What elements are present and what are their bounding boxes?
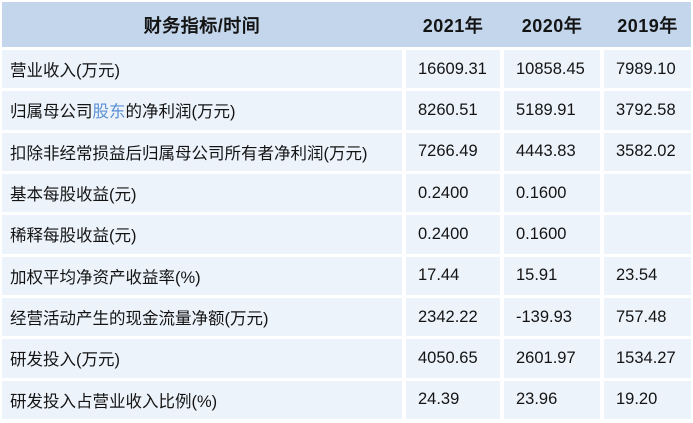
row-label-text: 研发投入占营业收入比例(%) [10,392,218,411]
row-label-text: 研发投入(万元) [10,351,120,370]
value-cell-2019: 19.20 [604,380,691,419]
table-row: 归属母公司 股东 的净利润(万元) 8260.51 5189.91 3792.58 [2,91,691,130]
row-label-text: 稀释每股收益(元) [10,227,137,246]
value-cell-2019 [604,215,691,254]
value-cell-2019: 7989.10 [604,50,691,89]
value-cell-2020: 0.1600 [504,173,600,213]
table-row: 研发投入占营业收入比例(%) 24.39 23.96 19.20 [2,380,691,419]
row-label-cell: 加权平均净资产收益率(%) [2,256,402,295]
value-cell-2019: 3582.02 [604,132,691,171]
row-label-cell: 扣除非经常损益后归属母公司所有者净利润(万元) [2,132,402,171]
value-cell-2020: 4443.83 [504,132,600,171]
value-cell-2019: 23.54 [604,256,691,295]
value-cell-2019: 1534.27 [604,339,691,378]
row-label-cell: 经营活动产生的现金流量净额(万元) [2,297,402,337]
table-row: 基本每股收益(元) 0.2400 0.1600 [2,173,691,213]
value-cell-2021: 0.2400 [406,215,500,254]
value-cell-2021: 24.39 [406,380,500,419]
table-row: 营业收入(万元) 16609.31 10858.45 7989.10 [2,50,691,89]
value-cell-2021: 8260.51 [406,91,500,130]
row-label-cell: 研发投入占营业收入比例(%) [2,380,402,419]
value-cell-2019: 3792.58 [604,91,691,130]
value-cell-2020: 23.96 [504,380,600,419]
value-cell-2021: 7266.49 [406,132,500,171]
row-label-cell: 基本每股收益(元) [2,173,402,213]
row-label-text: 基本每股收益(元) [10,186,137,205]
value-cell-2020: 2601.97 [504,339,600,378]
value-cell-2020: 0.1600 [504,215,600,254]
value-cell-2021: 17.44 [406,256,500,295]
value-cell-2021: 4050.65 [406,339,500,378]
row-label-text: 营业收入(万元) [10,62,120,81]
value-cell-2019 [604,173,691,213]
table-row: 研发投入(万元) 4050.65 2601.97 1534.27 [2,339,691,378]
table-row: 稀释每股收益(元) 0.2400 0.1600 [2,215,691,254]
row-label-text: 扣除非经常损益后归属母公司所有者净利润(万元) [10,144,368,163]
value-cell-2021: 0.2400 [406,173,500,213]
table-body: 营业收入(万元) 16609.31 10858.45 7989.10 归属母公司… [2,50,691,419]
row-label-text: 加权平均净资产收益率(%) [10,268,201,287]
row-label-text: 的净利润(万元) [125,103,236,122]
value-cell-2021: 2342.22 [406,297,500,337]
row-label-cell: 稀释每股收益(元) [2,215,402,254]
table-header-row: 财务指标/时间 2021年 2020年 2019年 [2,2,691,47]
header-cell-2019: 2019年 [617,15,678,36]
stock-keyword-link[interactable]: 股东 [92,103,126,122]
row-label-cell: 营业收入(万元) [2,50,402,89]
table-row: 经营活动产生的现金流量净额(万元) 2342.22 -139.93 757.48 [2,297,691,337]
header-cell-indicator: 财务指标/时间 [143,15,261,36]
row-label-text: 归属母公司 [10,103,93,122]
header-cell-2020: 2020年 [521,15,583,36]
value-cell-2020: 5189.91 [504,91,600,130]
row-label-cell: 归属母公司 股东 的净利润(万元) [2,91,402,130]
value-cell-2019: 757.48 [604,297,691,337]
table-row: 扣除非经常损益后归属母公司所有者净利润(万元) 7266.49 4443.83 … [2,132,691,171]
header-cell-2021: 2021年 [422,15,484,36]
value-cell-2020: 10858.45 [504,50,600,89]
value-cell-2020: 15.91 [504,256,600,295]
row-label-cell: 研发投入(万元) [2,339,402,378]
value-cell-2021: 16609.31 [406,50,500,89]
table-row: 加权平均净资产收益率(%) 17.44 15.91 23.54 [2,256,691,295]
row-label-text: 经营活动产生的现金流量净额(万元) [10,310,269,329]
value-cell-2020: -139.93 [504,297,600,337]
